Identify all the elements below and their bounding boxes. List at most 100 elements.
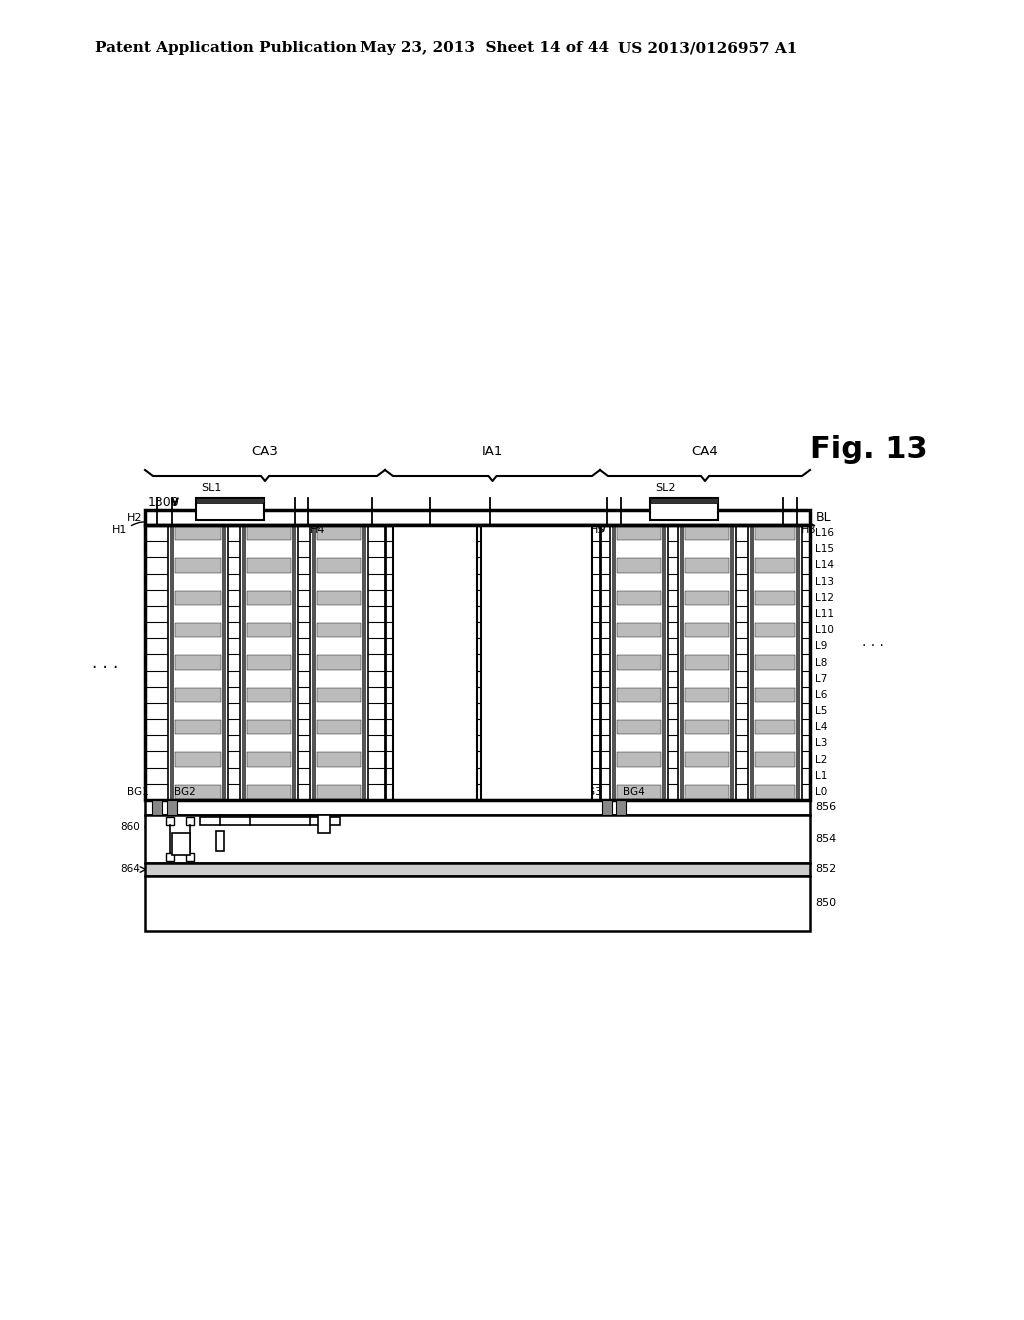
Bar (317, 623, 361, 638)
Bar (196, 498, 264, 520)
Text: 866: 866 (200, 865, 220, 875)
Bar (145, 876, 810, 931)
Bar (172, 833, 190, 855)
Text: BG1: BG1 (127, 787, 150, 797)
Text: BG2: BG2 (174, 787, 196, 797)
Bar (166, 853, 174, 861)
Text: US 2013/0126957 A1: US 2013/0126957 A1 (618, 41, 798, 55)
Text: L5: L5 (815, 706, 827, 715)
Text: L11: L11 (815, 609, 834, 619)
Bar (175, 656, 221, 669)
Text: S7: S7 (483, 513, 497, 523)
Text: H8: H8 (801, 525, 816, 535)
Bar (617, 623, 662, 638)
Text: L8: L8 (815, 657, 827, 668)
Bar (317, 525, 361, 540)
Text: H1: H1 (112, 525, 127, 535)
Bar (617, 656, 662, 669)
Bar (175, 591, 221, 605)
Bar (317, 591, 361, 605)
Text: H4: H4 (310, 525, 326, 535)
Bar (247, 558, 291, 573)
Bar (216, 832, 224, 851)
Bar (317, 656, 361, 669)
Text: L0: L0 (815, 787, 827, 797)
Bar (685, 752, 729, 767)
Bar (755, 688, 795, 702)
Text: BL: BL (816, 511, 831, 524)
Text: 1300: 1300 (148, 495, 180, 508)
Text: L9: L9 (815, 642, 827, 651)
Bar (685, 785, 729, 799)
Bar (755, 721, 795, 734)
Bar (317, 785, 361, 799)
Bar (175, 688, 221, 702)
Text: . . .: . . . (92, 653, 118, 672)
Text: CA4: CA4 (691, 445, 719, 458)
Bar (186, 853, 194, 861)
Text: Patent Application Publication: Patent Application Publication (95, 41, 357, 55)
Text: SL1: SL1 (201, 483, 221, 492)
Bar (145, 863, 810, 876)
Bar (748, 525, 802, 800)
Text: CA3: CA3 (252, 445, 279, 458)
Text: L3: L3 (815, 738, 827, 748)
Text: 872: 872 (332, 818, 352, 829)
Bar (662, 525, 666, 800)
Bar (240, 525, 298, 800)
Bar (755, 785, 795, 799)
Bar (247, 623, 291, 638)
Bar (175, 558, 221, 573)
Bar (393, 525, 477, 800)
Bar (317, 688, 361, 702)
Text: H3: H3 (278, 513, 293, 523)
Text: H7: H7 (787, 513, 803, 523)
Text: IA1: IA1 (482, 445, 503, 458)
Text: 860: 860 (120, 822, 140, 832)
Bar (247, 525, 291, 540)
Text: L10: L10 (815, 626, 834, 635)
Text: M0: M0 (290, 838, 305, 847)
Text: S6: S6 (423, 513, 437, 523)
Text: L6: L6 (815, 690, 827, 700)
Bar (145, 814, 810, 863)
Bar (318, 814, 330, 833)
Bar (755, 656, 795, 669)
Bar (685, 623, 729, 638)
Text: L14: L14 (815, 561, 834, 570)
Bar (317, 721, 361, 734)
Text: H6: H6 (623, 513, 638, 523)
Text: 868: 868 (225, 836, 245, 846)
Text: 870: 870 (270, 816, 290, 826)
Bar (617, 785, 662, 799)
Bar (247, 688, 291, 702)
Bar (247, 785, 291, 799)
Bar (602, 800, 612, 814)
Bar (317, 558, 361, 573)
Bar (610, 525, 668, 800)
Text: 852: 852 (815, 865, 837, 874)
Text: BG4: BG4 (623, 787, 645, 797)
Bar (685, 525, 729, 540)
Bar (247, 721, 291, 734)
Text: L2: L2 (815, 755, 827, 764)
Bar (755, 752, 795, 767)
Text: I2: I2 (528, 653, 545, 672)
Bar (685, 721, 729, 734)
Text: 854: 854 (815, 834, 837, 843)
Bar (730, 525, 734, 800)
Text: 850: 850 (815, 899, 837, 908)
Bar (481, 525, 592, 800)
Bar (152, 800, 162, 814)
Bar (175, 721, 221, 734)
Bar (617, 525, 662, 540)
Bar (617, 688, 662, 702)
Bar (170, 525, 174, 800)
Text: L12: L12 (815, 593, 834, 603)
Bar (750, 525, 754, 800)
Text: H2: H2 (127, 513, 142, 523)
Bar (617, 721, 662, 734)
Text: L16: L16 (815, 528, 834, 539)
Bar (200, 817, 340, 825)
Text: L4: L4 (815, 722, 827, 733)
